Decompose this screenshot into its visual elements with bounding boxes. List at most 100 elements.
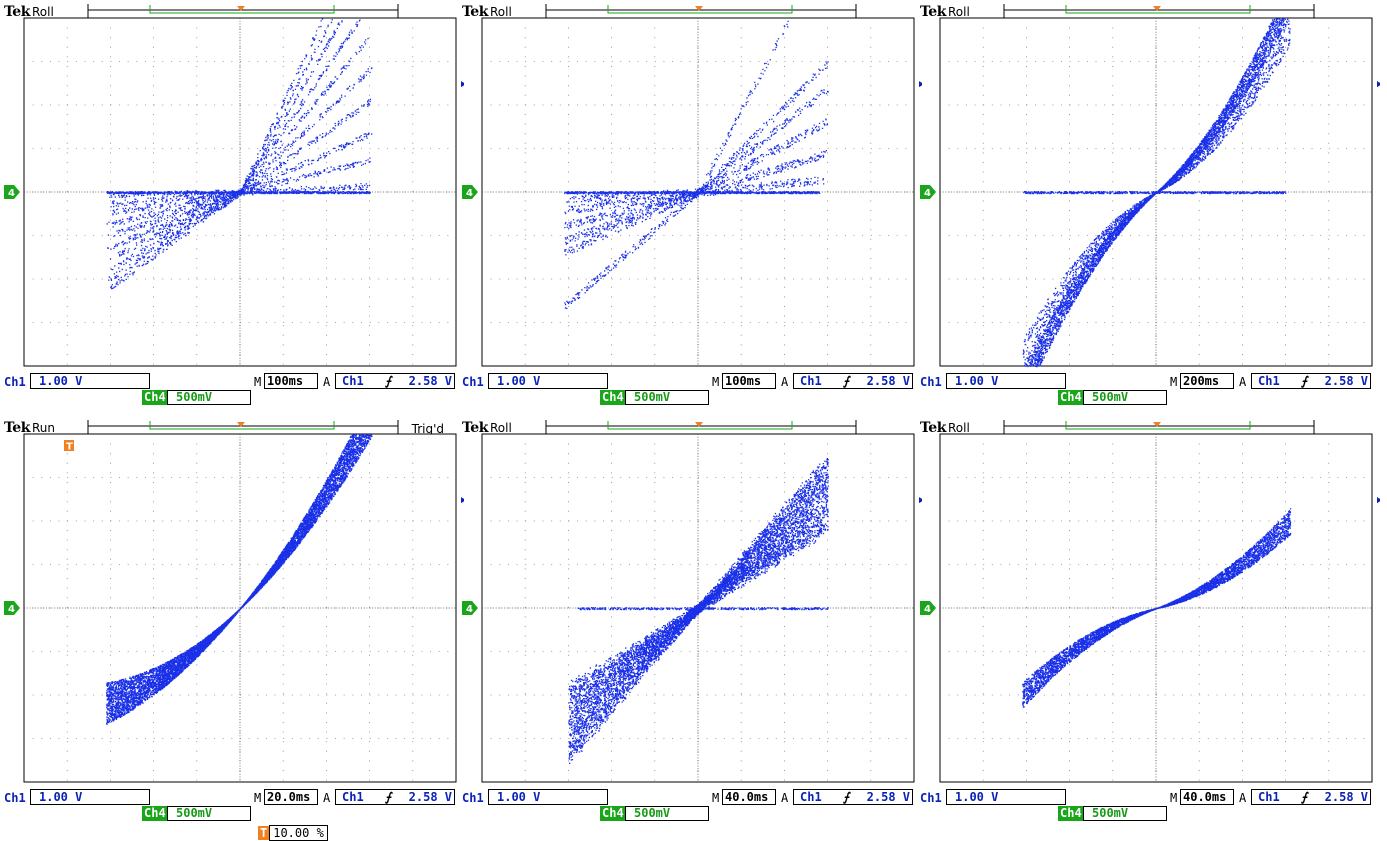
ch4-ground-marker[interactable]: 4 [462, 185, 478, 199]
ch4-ground-marker[interactable]: 4 [462, 601, 478, 615]
trigger-readout: Ch1 ⨍ 2.58 V [793, 373, 913, 389]
trigger-position-icon [237, 422, 245, 427]
acquisition-mode: Run [32, 421, 56, 435]
xy-display: 4 [462, 17, 922, 367]
trigger-point-marker[interactable]: T [64, 440, 74, 453]
status-bar: Ch1 1.00 V M 100ms A Ch1 ⨍ 2.58 V Ch4 50… [0, 372, 470, 418]
xy-display: 4 [920, 17, 1380, 368]
trigger-readout: Ch1 ⨍ 2.58 V [1251, 373, 1371, 389]
brand-logo: Tek [462, 420, 488, 436]
timebase-value: 40.0ms [1180, 789, 1234, 805]
timebase-prefix: M [1170, 375, 1178, 389]
record-bar [87, 4, 399, 20]
ch4-label: Ch4 [600, 390, 626, 405]
brand-logo: Tek [462, 4, 488, 20]
record-window [1065, 421, 1251, 430]
acquisition-mode: Roll [490, 421, 512, 435]
xy-display: 4 [920, 433, 1380, 783]
ch1-label: Ch1 [920, 791, 942, 805]
trigger-percent: 10.00 % [269, 825, 328, 841]
trigger-position-icon [695, 422, 703, 427]
trigger-level: 2.58 V [866, 374, 910, 388]
trigger-level-icon[interactable] [1377, 497, 1380, 504]
brand-logo: Tek [4, 4, 30, 20]
timebase-value: 100ms [722, 373, 776, 389]
trigger-level: 2.58 V [1324, 790, 1368, 804]
timebase-prefix: M [254, 791, 262, 805]
ch1-scale: 1.00 V [488, 789, 608, 805]
record-bar [1003, 420, 1315, 436]
timebase-value: 20.0ms [264, 789, 318, 805]
timebase-value: 200ms [1180, 373, 1234, 389]
status-bar: Ch1 1.00 V M 40.0ms A Ch1 ⨍ 2.58 V Ch4 5… [458, 788, 928, 834]
trigger-source: Ch1 [342, 790, 364, 804]
ch4-scale: 500mV [167, 806, 251, 821]
xy-trace [1022, 508, 1292, 708]
timebase-prefix: M [1170, 791, 1178, 805]
ch4-ground-marker[interactable]: 4 [920, 601, 936, 615]
ch4-label: Ch4 [1058, 390, 1084, 405]
record-window [607, 421, 793, 430]
trigger-source: Ch1 [1258, 790, 1280, 804]
trigger-status: Trig'd [411, 422, 444, 436]
xy-trace [568, 458, 829, 764]
ch4-marker-label: 4 [924, 604, 931, 615]
scope-panel-6: Tek Roll Ch1 1.00 V M 40.0ms A Ch1 ⨍ 2.5… [916, 416, 1380, 834]
trigger-prefix: A [1239, 375, 1247, 389]
trigger-slope-icon: ⨍ [843, 790, 850, 804]
timebase-prefix: M [254, 375, 262, 389]
ch1-label: Ch1 [920, 375, 942, 389]
trigger-position-icon [237, 6, 245, 11]
ch1-scale: 1.00 V [30, 373, 150, 389]
record-window [607, 5, 793, 14]
timebase-prefix: M [712, 375, 720, 389]
trigger-point-label: T [66, 442, 73, 453]
ch1-label: Ch1 [4, 791, 26, 805]
panel-header: Tek Roll [458, 0, 908, 24]
trigger-slope-icon: ⨍ [843, 374, 850, 388]
ch4-label: Ch4 [1058, 806, 1084, 821]
trigger-source: Ch1 [342, 374, 364, 388]
trigger-prefix: A [781, 791, 789, 805]
trigger-source: Ch1 [1258, 374, 1280, 388]
brand-logo: Tek [920, 420, 946, 436]
trigger-level-icon[interactable] [919, 81, 922, 88]
panel-header: Tek Roll [458, 416, 908, 440]
scope-panel-1: Tek Roll Ch1 1.00 V M 100ms A Ch1 ⨍ 2.58… [0, 0, 464, 418]
ch4-ground-marker[interactable]: 4 [4, 185, 20, 199]
trigger-level-icon[interactable] [461, 81, 464, 88]
ch1-label: Ch1 [462, 375, 484, 389]
panel-header: Tek Run Trig'd [0, 416, 450, 440]
ch4-label: Ch4 [142, 390, 168, 405]
panel-header: Tek Roll [916, 0, 1366, 24]
record-bar [545, 4, 857, 20]
scope-panel-2: Tek Roll Ch1 1.00 V M 100ms A Ch1 ⨍ 2.58… [458, 0, 922, 418]
trigger-position-readout: T 10.00 % [258, 825, 328, 841]
ch1-scale: 1.00 V [946, 789, 1066, 805]
trigger-level-icon[interactable] [1377, 81, 1380, 88]
trigger-level: 2.58 V [408, 790, 452, 804]
scope-panel-3: Tek Roll Ch1 1.00 V M 200ms A Ch1 ⨍ 2.58… [916, 0, 1380, 418]
xy-trace [106, 434, 373, 725]
acquisition-mode: Roll [32, 5, 54, 19]
ch4-marker-label: 4 [924, 188, 931, 199]
ch1-label: Ch1 [462, 791, 484, 805]
ch4-marker-label: 4 [466, 604, 473, 615]
trigger-slope-icon: ⨍ [1301, 790, 1308, 804]
acquisition-mode: Roll [948, 5, 970, 19]
trigger-readout: Ch1 ⨍ 2.58 V [1251, 789, 1371, 805]
trigger-level: 2.58 V [866, 790, 910, 804]
trigger-prefix: A [323, 375, 331, 389]
trigger-level-icon[interactable] [461, 497, 464, 504]
brand-logo: Tek [4, 420, 30, 436]
trigger-level-icon[interactable] [919, 497, 922, 504]
ch1-scale: 1.00 V [946, 373, 1066, 389]
record-window [1065, 5, 1251, 14]
record-window [149, 5, 335, 14]
ch4-ground-marker[interactable]: 4 [4, 601, 20, 615]
ch4-ground-marker[interactable]: 4 [920, 185, 936, 199]
record-bar [545, 420, 857, 436]
ch4-scale: 500mV [167, 390, 251, 405]
ch1-label: Ch1 [4, 375, 26, 389]
trigger-readout: Ch1 ⨍ 2.58 V [335, 789, 455, 805]
